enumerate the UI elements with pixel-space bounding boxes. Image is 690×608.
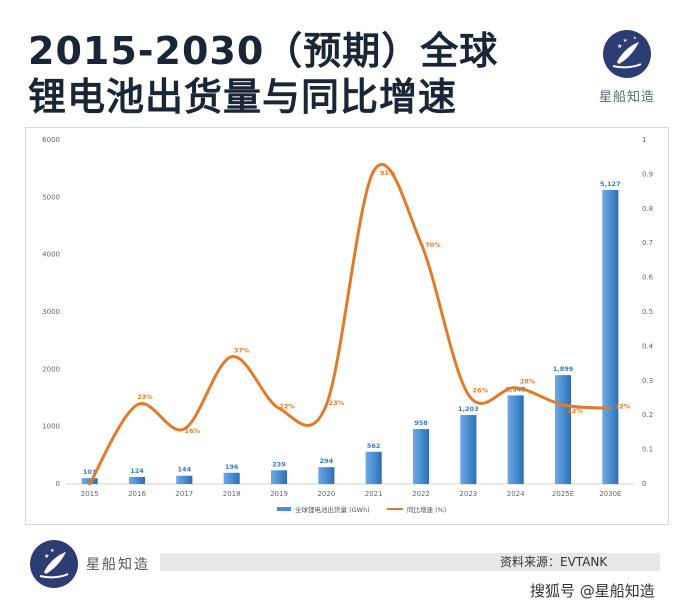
footer-brand: 星船知造 xyxy=(86,557,150,573)
y-left-tick-label: 2000 xyxy=(42,365,60,373)
y-right-tick-label: 0.6 xyxy=(642,274,654,282)
y-right-tick-label: 0.3 xyxy=(642,377,653,385)
y-right-tick-label: 0.2 xyxy=(642,411,653,419)
bar xyxy=(460,415,477,484)
bar xyxy=(602,190,619,484)
svg-text:★: ★ xyxy=(50,548,55,554)
x-tick-label: 2025E xyxy=(552,490,574,498)
y-left-tick-label: 0 xyxy=(56,480,60,488)
bar-value-label: 958 xyxy=(414,419,428,427)
x-tick-label: 2020 xyxy=(317,490,335,498)
y-right-tick-label: 0.5 xyxy=(642,308,653,316)
bar xyxy=(507,395,524,484)
x-tick-label: 2021 xyxy=(365,490,383,498)
svg-text:★: ★ xyxy=(633,35,637,40)
brand-logo: ★ ★ ★ xyxy=(603,30,651,78)
svg-text:★: ★ xyxy=(623,38,628,44)
brand-header: ★ ★ ★ 星船知造 xyxy=(592,30,662,105)
x-tick-label: 2018 xyxy=(223,490,241,498)
chart-container: 0 1000 2000 3000 4000 5000 6000 0 0.1 0.2 0.3 0.4 0.… xyxy=(25,127,669,525)
y-right-tick-label: 0.4 xyxy=(642,342,654,350)
bar-value-label: 124 xyxy=(130,467,144,475)
bar xyxy=(176,475,193,484)
bar xyxy=(318,467,335,484)
legend-line-label: 同比增速 (%) xyxy=(407,505,446,514)
line-value-label: 26% xyxy=(473,387,489,395)
y-right-tick-label: 1 xyxy=(642,136,646,144)
bar-value-label: 562 xyxy=(367,442,381,450)
y-left-tick-label: 6000 xyxy=(42,136,60,144)
x-tick-label: 2019 xyxy=(270,490,288,498)
bar xyxy=(270,470,288,484)
y-left-tick-label: 1000 xyxy=(42,423,60,431)
x-tick-label: 2022 xyxy=(412,490,430,498)
bar xyxy=(365,451,382,484)
line-value-label: 22% xyxy=(279,402,295,410)
bar-value-label: 1,545 xyxy=(505,385,526,393)
y-right-tick-label: 0 xyxy=(642,480,646,488)
y-left-tick-label: 4000 xyxy=(42,251,60,259)
page-title: 2015-2030（预期）全球 锂电池出货量与同比增速 xyxy=(28,28,528,120)
line-value-label: 23% xyxy=(329,399,345,407)
feather-icon: ★ ★ ★ xyxy=(612,35,642,69)
y-left-tick-label: 3000 xyxy=(42,308,60,316)
footer-bar xyxy=(160,553,660,571)
growth-line xyxy=(88,162,612,486)
bar-value-label: 294 xyxy=(320,457,334,465)
y-right-tick-label: 0.8 xyxy=(642,205,653,213)
title-line-2: 锂电池出货量与同比增速 xyxy=(28,75,458,119)
x-tick-label: 2024 xyxy=(507,490,525,498)
bar-value-label: 196 xyxy=(225,463,239,471)
line-value-label: 28% xyxy=(520,378,536,386)
legend-bar-label: 全球锂电池出货量 (GWh) xyxy=(295,505,370,514)
bar-value-label: 5,127 xyxy=(600,180,621,188)
bar-value-label: 239 xyxy=(272,460,286,468)
svg-text:★: ★ xyxy=(44,553,49,560)
x-tick-label: 2023 xyxy=(459,490,477,498)
legend-bar-swatch xyxy=(277,507,291,511)
brand-name: 星船知造 xyxy=(598,90,655,105)
bar xyxy=(554,375,572,484)
y-right-tick-label: 0.7 xyxy=(642,239,653,247)
x-tick-label: 2017 xyxy=(175,490,193,498)
svg-text:★: ★ xyxy=(617,43,622,50)
feather-icon: ★ ★ xyxy=(39,548,69,579)
line-value-label: 23% xyxy=(567,407,583,415)
x-tick-label: 2015 xyxy=(81,490,99,498)
y-right-tick-label: 0.1 xyxy=(642,446,653,454)
bar-value-label: 144 xyxy=(178,466,192,474)
line-value-label: 16% xyxy=(185,427,201,435)
line-value-label: 23% xyxy=(137,393,153,401)
title-line-1: 2015-2030（预期）全球 xyxy=(28,29,499,73)
x-tick-label: 2030E xyxy=(599,490,621,498)
bar xyxy=(128,476,146,484)
chart-svg: 0 1000 2000 3000 4000 5000 6000 0 0.1 0.2 0.3 0.4 0.… xyxy=(42,136,654,514)
line-value-label: 37% xyxy=(234,347,250,355)
line-value-label: 70% xyxy=(425,241,441,249)
bar-value-label: 101 xyxy=(83,468,97,476)
bar xyxy=(223,472,240,484)
source-note: 资料来源：EVTANK xyxy=(500,555,608,569)
footer-logo: ★ ★ xyxy=(30,540,78,588)
watermark: 搜狐号 @星船知造 xyxy=(530,582,655,600)
y-right-tick-label: 0.9 xyxy=(642,170,653,178)
line-value-label: 91% xyxy=(380,169,396,177)
x-tick-label: 2016 xyxy=(128,490,146,498)
line-value-label: 22% xyxy=(615,402,631,410)
bar-value-label: 1,899 xyxy=(553,365,574,373)
bar-value-label: 1,203 xyxy=(458,405,479,413)
bar xyxy=(412,429,430,484)
y-left-tick-label: 5000 xyxy=(42,193,60,201)
